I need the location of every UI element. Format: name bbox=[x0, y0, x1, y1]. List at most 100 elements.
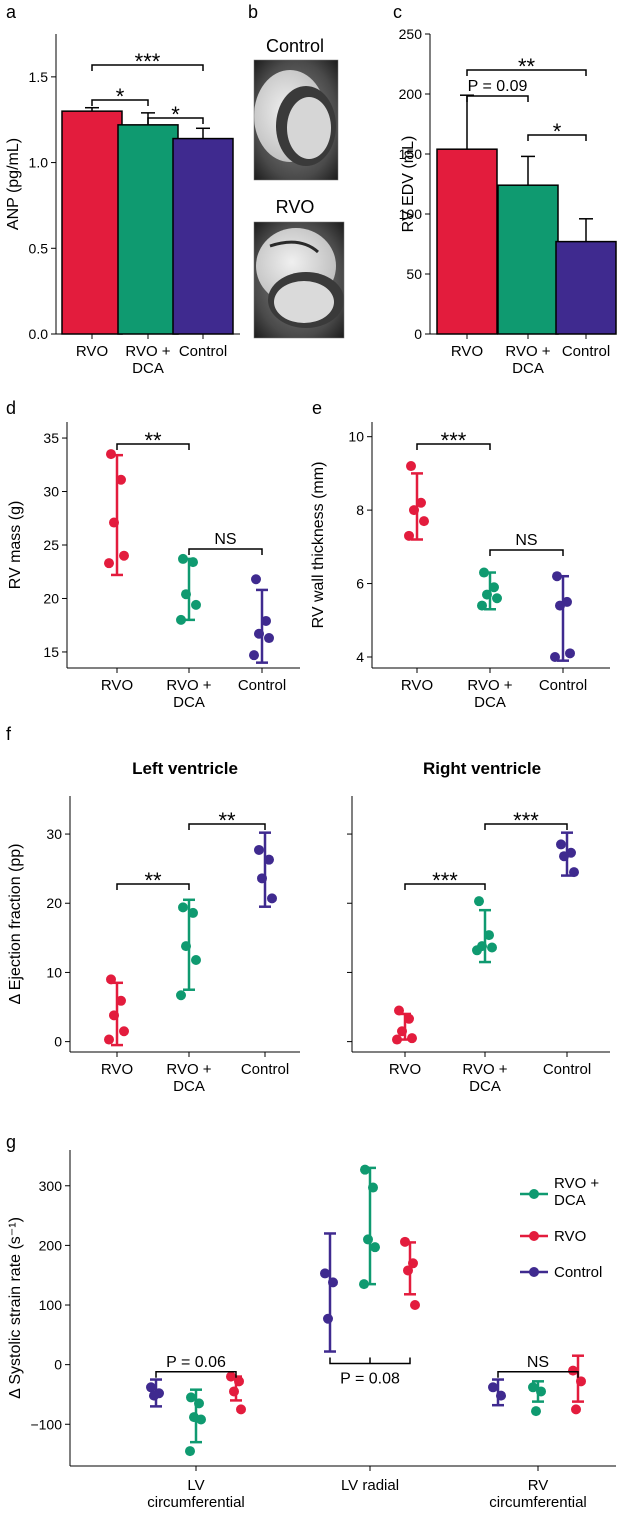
panel-e-point bbox=[419, 516, 429, 527]
panel-f-right-point bbox=[397, 1026, 407, 1037]
panel-c-x-tick-label: RVO + DCA bbox=[505, 343, 550, 377]
panel-g-point-dca bbox=[359, 1279, 369, 1290]
panel-letter-e: e bbox=[312, 398, 322, 418]
panel-g-point-rvo bbox=[234, 1376, 244, 1387]
panel-f-right-point bbox=[556, 839, 566, 850]
mri-image-rvo: RVO bbox=[253, 197, 345, 339]
panel-e-y-tick-label: 10 bbox=[348, 429, 364, 445]
panel-e-point bbox=[404, 530, 414, 541]
panel-g-point-control bbox=[328, 1277, 338, 1288]
panel-c-y-tick-label: 250 bbox=[399, 26, 423, 42]
panel-g-x-tick-label: RV circumferential bbox=[489, 1477, 587, 1511]
panel-d-point bbox=[251, 574, 261, 585]
panel-a-significance-bracket bbox=[147, 117, 204, 124]
panel-f-left-point bbox=[181, 941, 191, 952]
panel-g-significance-label: P = 0.06 bbox=[166, 1354, 226, 1371]
panel-g-y-tick-label: 0 bbox=[54, 1357, 62, 1373]
panel-e-point bbox=[416, 497, 426, 508]
panel-g-strain-rate-chart: −100 0 100 200 300 LV circumferential LV radial… bbox=[7, 1150, 616, 1511]
panel-g-point-rvo bbox=[568, 1365, 578, 1376]
panel-d-significance-label: ** bbox=[144, 428, 162, 453]
panel-e-point bbox=[555, 600, 565, 611]
panel-g-y-axis-label: Δ Systolic strain rate (s⁻¹) bbox=[7, 1217, 24, 1399]
panel-e-significance-label: NS bbox=[515, 532, 537, 549]
panel-e-x-tick-label: RVO bbox=[401, 677, 433, 694]
panel-d-y-tick-label: 35 bbox=[43, 430, 59, 446]
panel-c-bar bbox=[555, 240, 617, 335]
mri-label-control: Control bbox=[266, 36, 324, 56]
mri-label-rvo: RVO bbox=[276, 197, 315, 217]
panel-g-y-tick-label: 100 bbox=[39, 1297, 63, 1313]
panel-a-anp-bar-chart: 0.0 0.5 1.0 1.5 RVO RVO + DCA Control ANP (pg/mL… bbox=[5, 34, 240, 377]
panel-f-left-point bbox=[264, 854, 274, 865]
panel-f-left-y-axis-label: Δ Ejection fraction (pp) bbox=[7, 844, 24, 1005]
panel-d-x-tick-label: RVO + DCA bbox=[166, 677, 211, 711]
panel-e-significance-label: *** bbox=[441, 428, 467, 453]
panel-c-y-axis-label: RV EDV (mL) bbox=[400, 136, 417, 233]
legend-marker-rvo bbox=[529, 1231, 539, 1241]
panel-f-left-x-tick-label: Control bbox=[241, 1061, 289, 1078]
panel-g-point-rvo bbox=[236, 1404, 246, 1415]
panel-f-right-point bbox=[392, 1034, 402, 1045]
panel-e-y-tick-label: 4 bbox=[356, 649, 364, 665]
panel-g-significance-label: NS bbox=[527, 1354, 549, 1371]
panel-f-left-y-tick-label: 10 bbox=[46, 964, 62, 980]
panel-a-y-tick-label: 1.0 bbox=[29, 155, 49, 171]
panel-g-point-rvo bbox=[410, 1300, 420, 1311]
panel-g-point-dca bbox=[185, 1446, 195, 1457]
panel-d-x-tick-label: Control bbox=[238, 677, 286, 694]
panel-f-right-point bbox=[569, 867, 579, 878]
panel-c-bar bbox=[497, 184, 559, 335]
panel-c-x-tick-label: Control bbox=[562, 343, 610, 360]
panel-g-x-tick-label: LV radial bbox=[341, 1477, 399, 1494]
panel-f-left-x-tick-label: RVO bbox=[101, 1061, 133, 1078]
panel-e-significance-bracket bbox=[489, 549, 564, 556]
panel-c-y-tick-label: 150 bbox=[399, 146, 423, 162]
panel-a-bar bbox=[61, 110, 123, 335]
legend-label-dca: RVO + DCA bbox=[554, 1175, 599, 1209]
panel-f-right-x-tick-label: RVO + DCA bbox=[462, 1061, 507, 1095]
panel-g-significance-bracket bbox=[155, 1371, 237, 1378]
panel-f-left-significance-label: ** bbox=[144, 868, 162, 893]
panel-d-y-tick-label: 30 bbox=[43, 484, 59, 500]
panel-f-left-point bbox=[267, 893, 277, 904]
panel-c-significance-label: * bbox=[553, 119, 562, 144]
panel-f-left-point bbox=[191, 954, 201, 965]
panel-f-left-y-tick-label: 0 bbox=[54, 1034, 62, 1050]
panel-d-point bbox=[104, 558, 114, 569]
panel-f-right-ventricle-chart: RVO RVO + DCA Control Right ventricle *** *** bbox=[347, 759, 610, 1095]
panel-g-point-rvo bbox=[576, 1376, 586, 1387]
panel-c-significance-label: P = 0.09 bbox=[468, 78, 528, 95]
panel-a-significance-bracket bbox=[91, 64, 204, 71]
panel-a-significance-label: * bbox=[171, 102, 180, 127]
panel-d-y-tick-label: 15 bbox=[43, 644, 59, 660]
panel-f-left-point bbox=[104, 1034, 114, 1045]
panel-d-point bbox=[176, 614, 186, 625]
panel-a-y-tick-label: 1.5 bbox=[29, 69, 49, 85]
panel-e-point bbox=[552, 571, 562, 582]
panel-f-right-point bbox=[474, 896, 484, 907]
panel-g-point-rvo bbox=[403, 1265, 413, 1276]
panel-a-x-tick-label: RVO bbox=[76, 343, 108, 360]
panel-f-right-point bbox=[407, 1033, 417, 1044]
panel-c-y-tick-label: 0 bbox=[414, 326, 422, 342]
panel-c-y-tick-label: 100 bbox=[399, 206, 423, 222]
mri-image-control: Control bbox=[253, 36, 339, 181]
panel-a-y-axis-label: ANP (pg/mL) bbox=[5, 138, 22, 230]
panel-f-left-point bbox=[254, 844, 264, 855]
panel-letter-b: b bbox=[248, 2, 258, 22]
panel-e-point bbox=[489, 582, 499, 593]
panel-g-point-rvo bbox=[226, 1371, 236, 1382]
panel-e-significance-bracket bbox=[416, 443, 491, 450]
panel-e-rv-wall-thickness-chart: 4 6 8 10 RVO RVO + DCA Control RV wall thickness… bbox=[310, 422, 610, 711]
panel-f-left-significance-bracket bbox=[116, 883, 190, 890]
panel-e-y-tick-label: 8 bbox=[356, 502, 364, 518]
panel-g-y-tick-label: 200 bbox=[39, 1237, 63, 1253]
panel-f-left-x-tick-label: RVO + DCA bbox=[166, 1061, 211, 1095]
panel-letter-c: c bbox=[393, 2, 402, 22]
panel-d-significance-label: NS bbox=[214, 531, 236, 548]
panel-letter-d: d bbox=[6, 398, 16, 418]
panel-d-point bbox=[106, 449, 116, 460]
panel-e-x-tick-label: Control bbox=[539, 677, 587, 694]
legend-label-rvo: RVO bbox=[554, 1228, 586, 1245]
